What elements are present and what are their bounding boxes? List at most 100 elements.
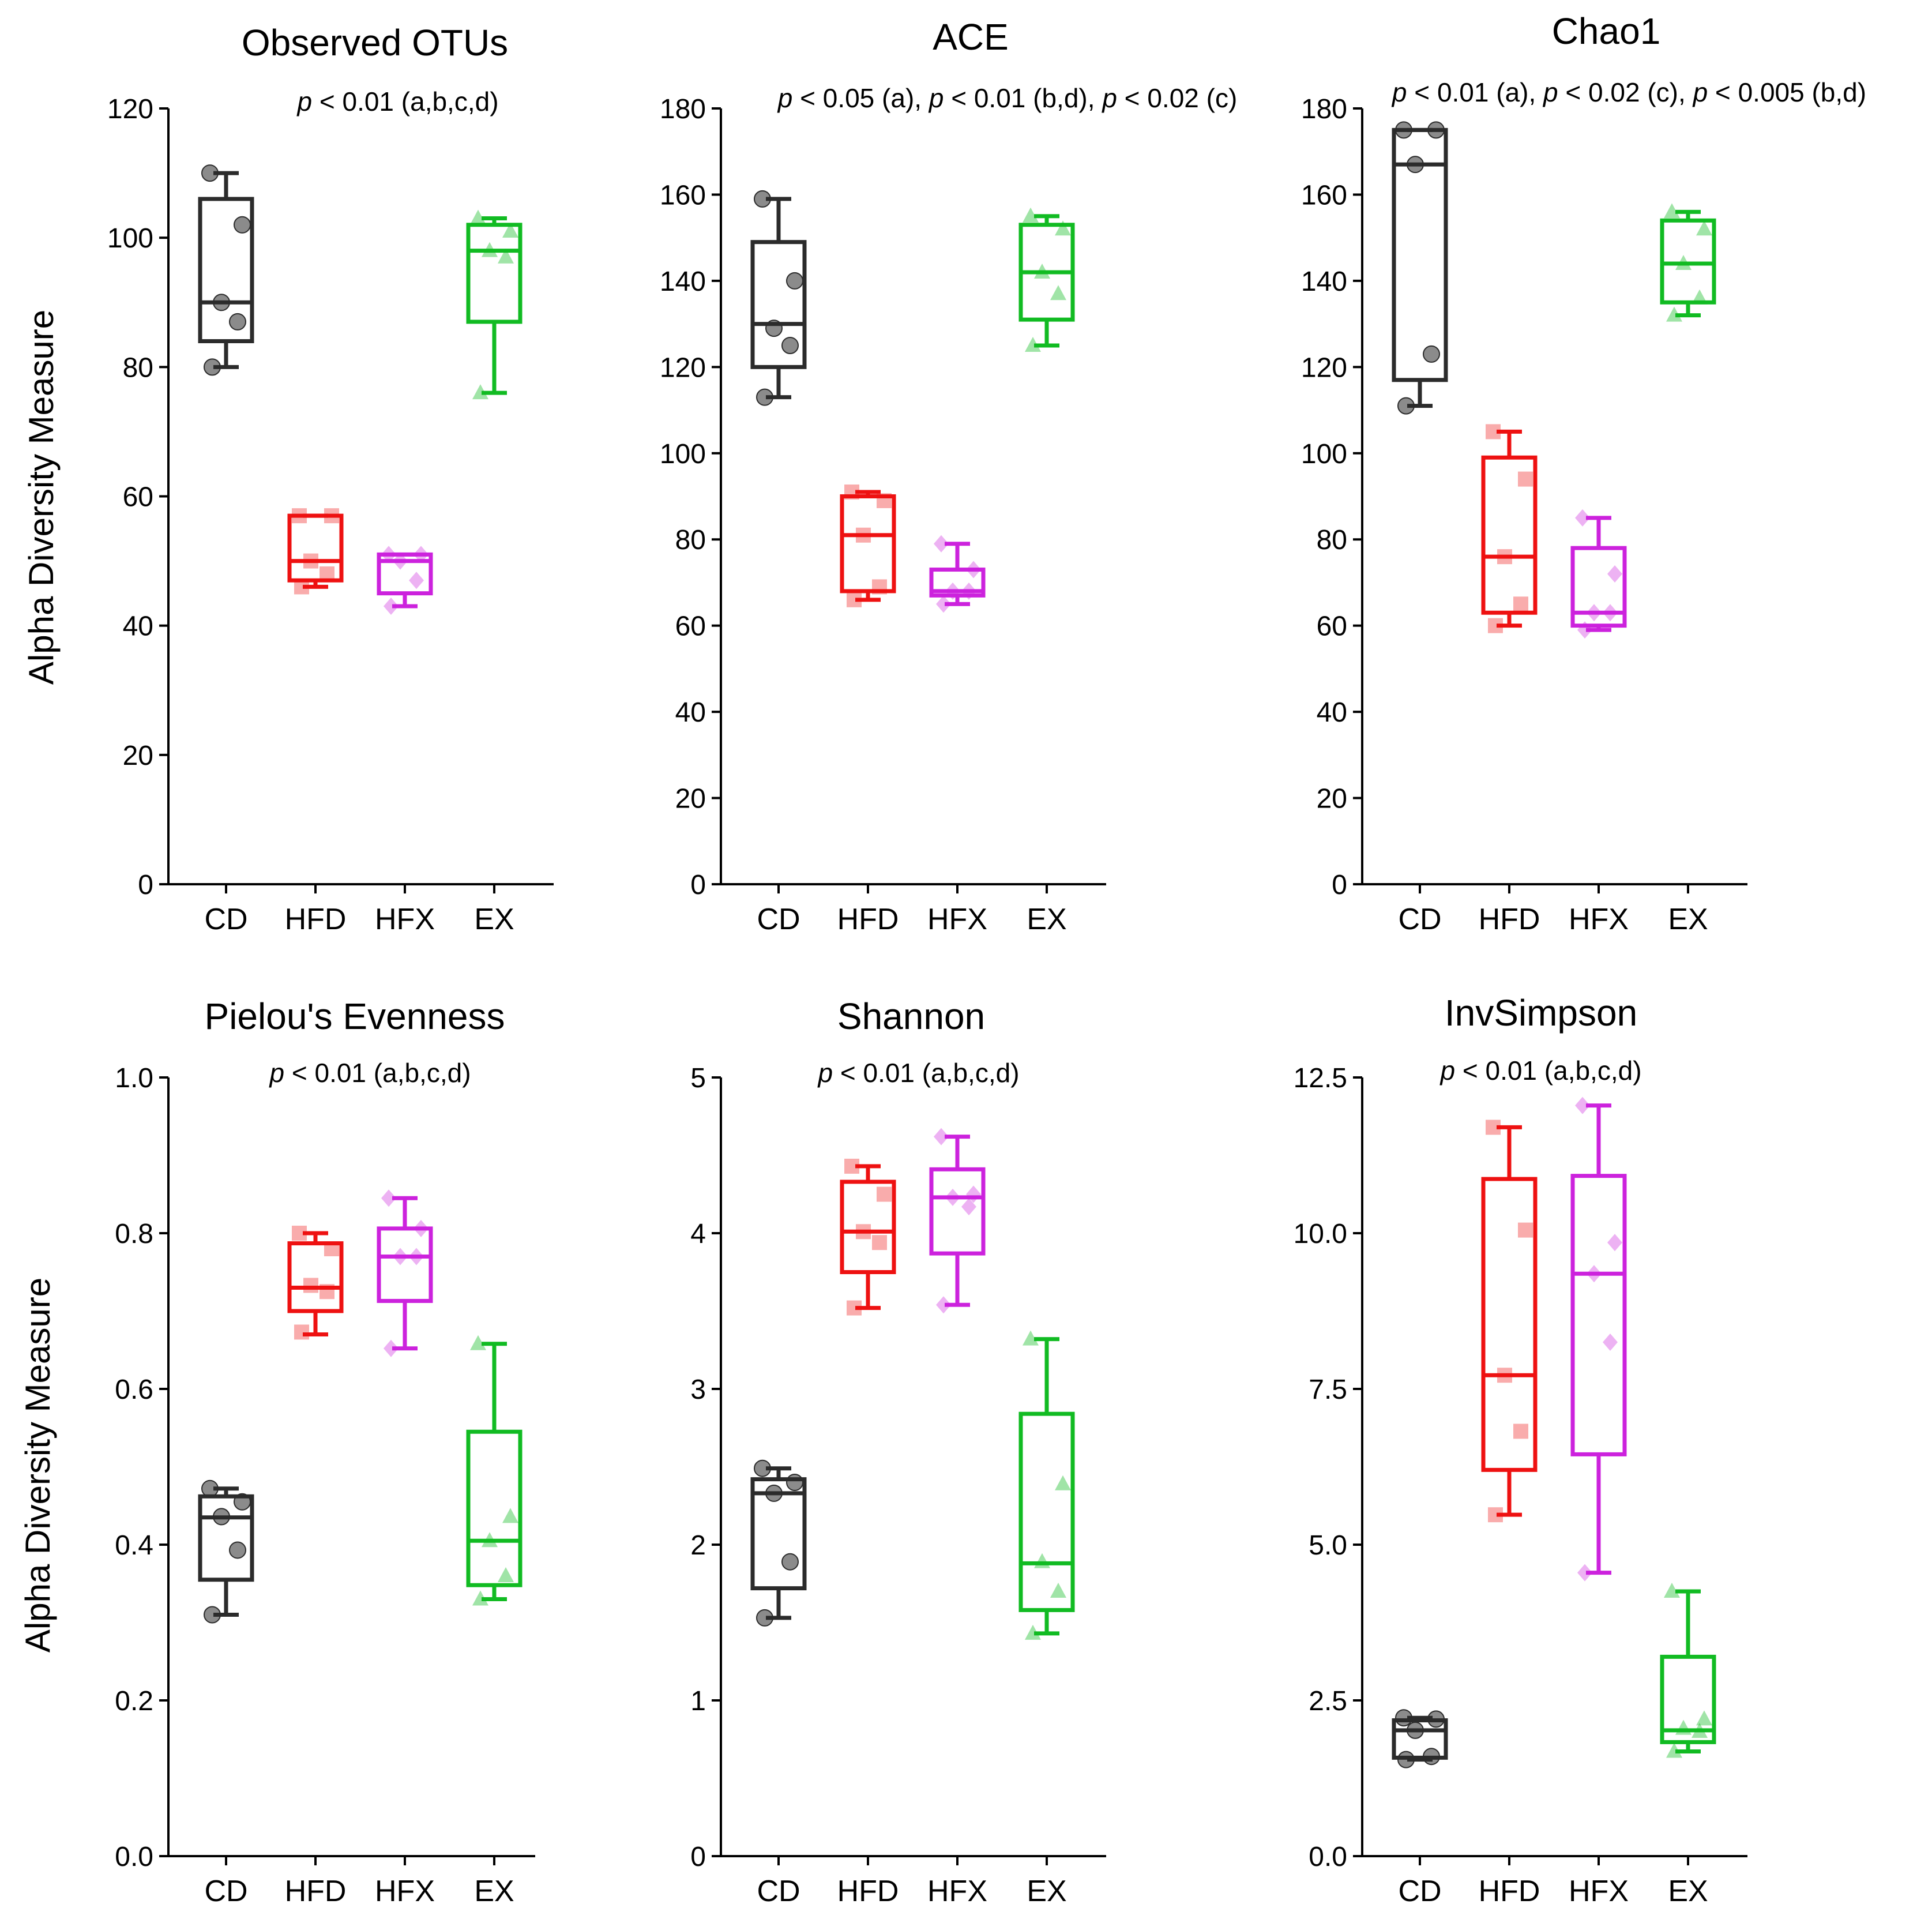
- data-point: [1055, 1475, 1071, 1490]
- data-point: [1023, 207, 1039, 223]
- data-point: [409, 1248, 424, 1265]
- data-point: [1696, 220, 1712, 236]
- data-point: [966, 561, 981, 579]
- panel-observed-otus: Observed OTUs p < 0.01 (a,b,c,d) 0 20 40 60 80…: [107, 22, 554, 936]
- data-point: [1488, 618, 1503, 633]
- data-point: [384, 598, 399, 615]
- data-point: [292, 508, 307, 524]
- data-point: [945, 582, 960, 600]
- data-point: [294, 1324, 309, 1340]
- data-point: [213, 294, 230, 311]
- data-point: [1423, 345, 1440, 363]
- data-point: [1696, 1710, 1712, 1726]
- p-symbol: p: [817, 1058, 833, 1088]
- data-point: [1025, 1624, 1041, 1640]
- data-point: [934, 1128, 949, 1146]
- data-point: [1664, 1583, 1680, 1598]
- y-tick-label: 100: [1301, 439, 1347, 470]
- box-hfd: [840, 485, 896, 607]
- data-point: [856, 527, 871, 543]
- box-hfx: [1570, 509, 1627, 639]
- y-tick-label: 80: [123, 352, 153, 383]
- y-tick-label: 160: [1301, 180, 1347, 211]
- data-point: [781, 336, 799, 354]
- box-hfx: [1570, 1096, 1627, 1582]
- y-tick-label: 120: [660, 352, 706, 383]
- y-tick-label: 0.0: [1309, 1842, 1347, 1872]
- p-value-text: < 0.02 (c): [1117, 83, 1237, 113]
- data-point: [414, 546, 429, 564]
- y-tick-label: 80: [675, 525, 706, 555]
- data-point: [498, 248, 514, 264]
- y-tick-label: 160: [660, 180, 706, 211]
- data-point: [1518, 471, 1533, 487]
- box-ex: [1018, 1330, 1075, 1640]
- data-point: [409, 572, 424, 589]
- data-point: [1575, 509, 1590, 527]
- data-point: [786, 1474, 803, 1491]
- data-point: [470, 1335, 486, 1350]
- y-tick-label: 180: [660, 94, 706, 125]
- data-point: [320, 1284, 334, 1300]
- y-tick-label: 80: [1317, 525, 1347, 555]
- y-tick-label: 10.0: [1294, 1219, 1347, 1249]
- data-point: [945, 1188, 960, 1206]
- data-point: [936, 595, 951, 613]
- y-tick-label: 60: [1317, 611, 1347, 642]
- box-cd: [1392, 1709, 1448, 1768]
- p-value-text: < 0.01 (a,b,c,d): [1455, 1056, 1641, 1086]
- y-tick-label: 120: [107, 94, 153, 125]
- y-tick-label: 1: [690, 1686, 706, 1717]
- box-iqr: [198, 197, 254, 343]
- x-tick-label: HFD: [1479, 1875, 1540, 1908]
- box-hfd: [287, 1226, 344, 1340]
- y-tick-label: 0: [690, 1842, 706, 1872]
- data-point: [754, 190, 771, 208]
- box-iqr: [1481, 1177, 1538, 1472]
- x-tick-label: HFX: [1569, 1875, 1629, 1908]
- box-iqr: [1570, 1174, 1627, 1456]
- data-point: [872, 579, 887, 595]
- y-tick-label: 2.5: [1309, 1686, 1347, 1717]
- y-tick-label: 20: [123, 741, 153, 771]
- box-ex: [466, 1335, 523, 1606]
- data-point: [1513, 1424, 1528, 1439]
- data-point: [961, 582, 976, 600]
- p-symbol: p: [1101, 83, 1117, 113]
- x-tick-label: HFD: [837, 903, 899, 936]
- box-iqr: [1018, 1411, 1075, 1612]
- data-point: [877, 1186, 892, 1202]
- data-point: [229, 1541, 246, 1559]
- box-iqr: [377, 552, 433, 596]
- y-tick-label: 0: [1332, 870, 1347, 900]
- box-iqr: [840, 494, 896, 594]
- p-value-annotation: p < 0.01 (a,b,c,d): [1439, 1056, 1641, 1086]
- data-point: [844, 1158, 859, 1174]
- x-tick-label: EX: [1668, 1875, 1708, 1908]
- data-point: [1023, 1330, 1039, 1346]
- data-point: [201, 1479, 219, 1497]
- y-tick-label: 40: [675, 697, 706, 728]
- data-point: [786, 272, 803, 290]
- data-point: [1488, 1507, 1503, 1523]
- data-point: [844, 485, 859, 500]
- data-point: [502, 222, 518, 238]
- p-value-text: < 0.01 (a,b,c,d): [284, 1058, 471, 1088]
- p-value-annotation: p < 0.01 (a), p < 0.02 (c), p < 0.005 (b…: [1391, 77, 1866, 107]
- data-point: [936, 1296, 951, 1314]
- p-value-text: < 0.05 (a),: [792, 83, 929, 113]
- data-point: [1055, 220, 1071, 236]
- box-ex: [466, 209, 523, 400]
- p-value-annotation: p < 0.01 (a,b,c,d): [296, 87, 498, 117]
- y-tick-label: 20: [675, 784, 706, 814]
- data-point: [754, 1459, 771, 1477]
- data-point: [756, 388, 773, 406]
- x-tick-label: HFX: [927, 903, 987, 936]
- x-tick-label: CD: [204, 1875, 247, 1908]
- data-point: [1395, 121, 1412, 139]
- box-hfx: [929, 1128, 986, 1314]
- panel-title: Shannon: [837, 996, 985, 1037]
- data-point: [414, 1219, 429, 1237]
